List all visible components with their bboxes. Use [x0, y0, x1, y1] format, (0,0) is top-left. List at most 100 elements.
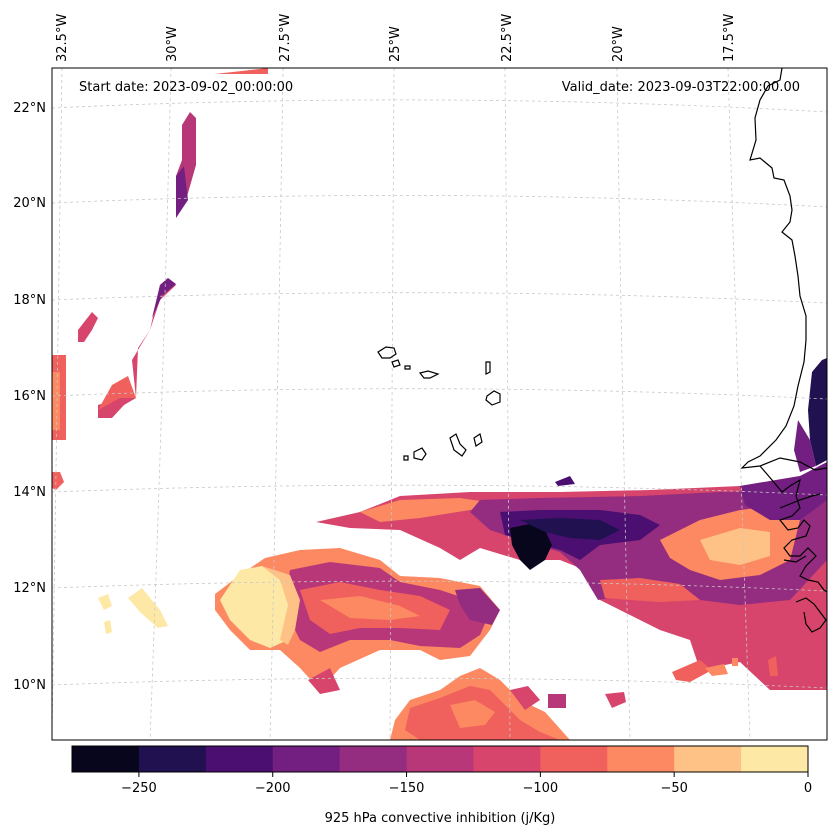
- lat-label: 20°N: [13, 196, 46, 211]
- cin-region: [555, 476, 575, 486]
- colorbar-tick-label: −100: [523, 781, 559, 796]
- cin-region: [455, 588, 500, 625]
- guinea-border: [783, 555, 807, 563]
- colorbar-swatch: [272, 746, 341, 772]
- parallel-10N: [52, 677, 827, 689]
- colorbar-tick-label: −150: [389, 781, 425, 796]
- island-santo-antao: [377, 346, 397, 359]
- cin-region: [215, 68, 268, 74]
- colorbar-swatch: [339, 746, 408, 772]
- parallel-16N: [52, 388, 827, 400]
- cin-region: [768, 656, 778, 676]
- lat-label: 14°N: [13, 485, 46, 500]
- cin-region: [510, 524, 552, 570]
- colorbar-swatch: [72, 746, 140, 772]
- graticule: [52, 68, 827, 740]
- cin-region: [52, 472, 64, 490]
- cin-region: [520, 518, 620, 540]
- cin-region: [450, 700, 495, 728]
- island-sal: [485, 361, 491, 375]
- lat-label: 16°N: [13, 389, 46, 404]
- coastlines: [377, 68, 827, 633]
- cin-region: [360, 498, 500, 522]
- meridian-32.5W: [52, 68, 63, 740]
- parallel-22N: [52, 99, 827, 113]
- cin-region: [152, 278, 176, 318]
- cin-region: [128, 588, 168, 628]
- meridian-17.5W: [727, 68, 751, 740]
- meridian-20W: [616, 68, 631, 740]
- parallel-18N: [52, 292, 827, 304]
- cin-region: [548, 694, 566, 708]
- parallel-20N: [52, 195, 827, 208]
- colorbar-tick-label: −200: [255, 781, 291, 796]
- cin-region: [700, 528, 770, 565]
- cin-region: [510, 686, 540, 710]
- cin-region: [52, 372, 60, 430]
- gambia-river: [779, 493, 821, 509]
- lon-label: 25°W: [388, 26, 403, 62]
- colorbar-frame: [71, 745, 809, 773]
- lat-label: 22°N: [13, 101, 46, 116]
- latitude-labels: 22°N 20°N 18°N 16°N 14°N 12°N 10°N: [13, 101, 46, 693]
- cin-region: [262, 566, 300, 645]
- longitude-labels: 32.5°W 30°W 27.5°W 25°W 22.5°W 20°W 17.5…: [55, 14, 737, 62]
- lon-label: 22.5°W: [500, 14, 515, 62]
- lon-label: 32.5°W: [55, 14, 70, 62]
- colorbar-swatch: [138, 746, 207, 772]
- island-fogo: [413, 447, 427, 461]
- colorbar-tick-label: −50: [660, 781, 687, 796]
- parallel-14N: [52, 484, 827, 496]
- cin-region: [98, 594, 112, 610]
- cin-region: [705, 664, 728, 676]
- colorbar-swatch: [540, 746, 608, 772]
- cin-region: [605, 692, 626, 708]
- cin-region: [808, 358, 827, 466]
- cin-region: [600, 578, 700, 602]
- colorbar-tick-label: −250: [121, 781, 157, 796]
- colorbar-label: 925 hPa convective inhibition (j/Kg): [325, 811, 556, 826]
- cin-region: [320, 596, 420, 620]
- colorbar-swatch: [473, 746, 541, 772]
- island-santa-luzia: [404, 365, 411, 370]
- lon-label: 17.5°W: [722, 14, 737, 62]
- meridian-25W: [389, 68, 395, 740]
- lat-label: 10°N: [13, 678, 46, 693]
- cin-region: [672, 660, 712, 682]
- island-brava: [403, 455, 409, 461]
- africa-coastline-inlet: [795, 597, 827, 633]
- island-maio: [473, 433, 483, 447]
- colorbar-swatches: [72, 746, 809, 772]
- cin-region: [794, 420, 816, 472]
- africa-coastline-south: [759, 465, 827, 593]
- colorbar-swatch: [607, 746, 675, 772]
- meridian-22.5W: [504, 68, 511, 740]
- lon-label: 27.5°W: [278, 14, 293, 62]
- colorbar-ticks: −250 −200 −150 −100 −50 0: [121, 772, 812, 796]
- island-sao-vicente: [391, 359, 401, 368]
- cin-region: [308, 668, 340, 694]
- africa-coastline: [740, 68, 827, 471]
- lat-label: 12°N: [13, 581, 46, 596]
- lon-label: 30°W: [165, 26, 180, 62]
- cin-region: [98, 376, 136, 410]
- lat-label: 18°N: [13, 293, 46, 308]
- island-sao-nicolau: [418, 370, 440, 379]
- meridian-27.5W: [269, 68, 284, 740]
- island-santiago: [449, 433, 467, 457]
- colorbar: −250 −200 −150 −100 −50 0 925 hPa convective …: [71, 745, 812, 826]
- island-boa-vista: [485, 390, 501, 406]
- meridian-30W: [149, 68, 172, 740]
- cin-contours: [52, 68, 827, 740]
- start-date-label: Start date: 2023-09-02_00:00:00: [79, 80, 293, 95]
- colorbar-swatch: [406, 746, 474, 772]
- colorbar-swatch: [674, 746, 742, 772]
- colorbar-tick-label: 0: [804, 781, 812, 796]
- colorbar-swatch: [205, 746, 274, 772]
- valid-date-label: Valid_date: 2023-09-03T22:00:00.00: [562, 80, 800, 95]
- map-frame: [51, 67, 828, 741]
- cin-region: [732, 658, 738, 666]
- colorbar-swatch: [741, 746, 809, 772]
- cin-region: [78, 312, 98, 342]
